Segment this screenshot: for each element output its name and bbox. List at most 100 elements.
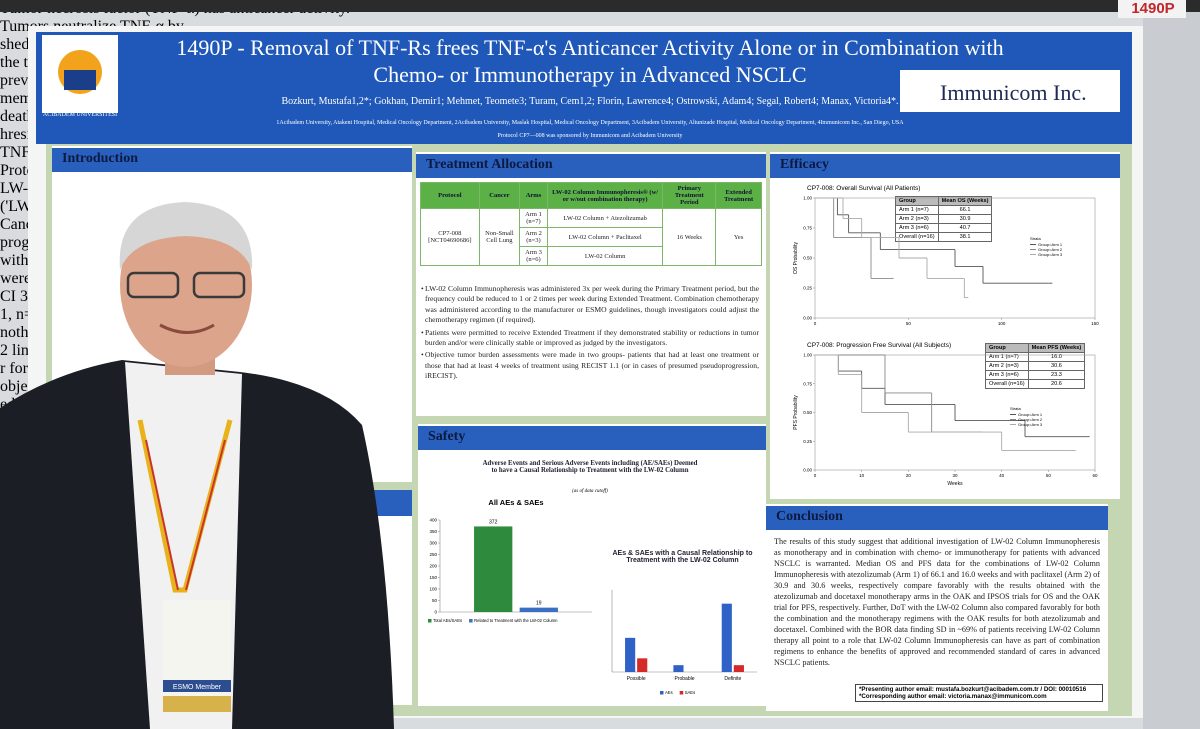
legend-swatch	[679, 691, 684, 695]
bullet-text: LW-02 Column Immunopheresis was administ…	[425, 284, 759, 325]
table-header: Protocol	[420, 182, 480, 209]
legend-label: Group=Arm 1	[1018, 412, 1043, 417]
title-line: 1490P - Removal of TNF-Rs frees TNF-α's …	[176, 35, 1004, 60]
bullet: • LW-02 Column Immunopheresis was adminis…	[421, 284, 759, 326]
y-tick-label: 300	[429, 541, 437, 546]
table-cell: 16 Weeks	[662, 208, 717, 266]
table-row: CP7-008 [NCT04690686] Non-Small Cell Lun…	[420, 208, 762, 266]
email: *Corresponding author email: victoria.ma…	[859, 693, 1047, 700]
table-cell: CP7-008 [NCT04690686]	[420, 208, 480, 266]
y-tick-label: 1.00	[803, 353, 812, 358]
legend-label: AEs	[665, 690, 673, 695]
table-cell: 38.1	[937, 232, 993, 242]
section-heading: Safety	[418, 426, 766, 450]
legend-label: Related to Treatment with the LW-02 Colu…	[474, 618, 558, 623]
bullet: • Objective tumor burden assessments were…	[421, 350, 759, 381]
table-row: Protocol Cancer Arms LW-02 Column Immuno…	[420, 182, 762, 209]
chart-title: CP7-008: Progression Free Survival (All …	[807, 342, 951, 349]
x-tick-label: 150	[1091, 321, 1099, 326]
glasses	[192, 271, 246, 299]
legend-title: Strata	[1010, 406, 1021, 411]
section-heading: Introduction	[52, 148, 412, 172]
bullet: • Patients were permitted to receive Exte…	[421, 328, 759, 349]
badge-band	[163, 696, 231, 712]
x-tick-label: 60	[1092, 473, 1098, 478]
logo-book	[64, 70, 96, 90]
table-cell: Yes	[715, 208, 762, 266]
value-label: 372	[489, 519, 498, 525]
authors: Bozkurt, Mustafa1,2*; Gokhan, Demir1; Me…	[281, 96, 899, 107]
badge-text: ESMO Member	[173, 684, 222, 691]
legend-label: Group=Arm 3	[1038, 252, 1063, 257]
table-cell: Non-Small Cell Lung	[478, 208, 521, 266]
glasses	[126, 271, 180, 299]
bar	[519, 607, 558, 612]
y-tick-label: 100	[429, 587, 437, 592]
table-cell: 20.6	[1027, 379, 1086, 389]
y-tick-label: 0.75	[803, 381, 812, 386]
poster-number-tag	[1118, 0, 1186, 18]
ceiling	[0, 0, 1200, 12]
y-tick-label: 0.75	[803, 226, 812, 231]
bar	[721, 603, 732, 672]
x-tick-label: 30	[952, 473, 958, 478]
smile	[159, 323, 215, 334]
table-cell: LW-02 Column	[546, 246, 664, 266]
legend-swatch	[660, 691, 664, 695]
y-tick-label: 200	[429, 564, 437, 569]
bar	[637, 658, 648, 672]
hair	[119, 202, 253, 270]
sponsor: Protocol CP7—008 was sponsored by Immuni…	[497, 133, 683, 139]
x-tick-label: 0	[814, 473, 817, 478]
y-tick-label: 150	[429, 575, 437, 580]
title: 1490P - Removal of TNF-Rs frees TNF-α's …	[130, 34, 1050, 88]
bullet-dot: •	[421, 350, 424, 360]
safety-note: (as of data cutoff)	[572, 489, 608, 494]
table-header: Primary Treatment Period	[662, 182, 717, 209]
chart-title: AEs & SAEs with a Causal Relationship to…	[612, 550, 753, 564]
x-tick-label: 50	[906, 321, 912, 326]
legend-label: Group=Arm 3	[1018, 422, 1043, 427]
y-tick-label: 0.50	[803, 256, 812, 261]
bullet-dot: •	[421, 327, 424, 337]
table-row: Overall (n=16) 38.1	[895, 232, 993, 242]
y-axis-label: PFS Probability	[793, 395, 799, 430]
x-tick-label: 50	[1046, 473, 1052, 478]
poster-number: 1490P	[1131, 0, 1175, 17]
table-header: Extended Treatment	[715, 182, 762, 209]
y-tick-label: 250	[429, 552, 437, 557]
bullet-dot: •	[421, 284, 424, 293]
y-tick-label: 350	[429, 529, 437, 534]
x-tick-label: 20	[906, 473, 912, 478]
section-heading: Efficacy	[770, 154, 1120, 178]
y-axis-label: OS Probability	[793, 242, 799, 274]
emails: *Presenting author email: mustafa.bozkur…	[855, 684, 1103, 702]
y-tick-label: 400	[429, 518, 437, 523]
face	[120, 203, 252, 367]
badge	[163, 600, 231, 712]
logo-left-text: ACIBADEM ÜNİVERSİTESİ	[42, 112, 118, 118]
allocation-table: Protocol Cancer Arms LW-02 Column Immuno…	[420, 182, 762, 266]
os-table: Group Mean OS (Weeks) Arm 1 (n=7) 66.1 Arm 2…	[895, 196, 993, 242]
x-tick-label: 10	[859, 473, 865, 478]
legend-label: Group=Arm 1	[1038, 242, 1063, 247]
chart-title: CP7-008: Overall Survival (All Patients)	[807, 185, 920, 192]
conclusion-text: The results of this study suggest that a…	[774, 537, 1100, 667]
table-row: Overall (n=16) 20.6	[985, 379, 1086, 389]
bullet-text: Patients were permitted to receive Exten…	[425, 327, 759, 348]
bar	[733, 665, 744, 672]
bullet-text: Objective tumor burden assessments were …	[425, 350, 759, 381]
y-tick-label: 50	[432, 598, 438, 603]
logo-right	[900, 70, 1120, 112]
bullets: • LW-02 Column Immunopheresis was adminis…	[421, 284, 759, 384]
x-tick-label: 100	[998, 321, 1006, 326]
legend-label: Total AEs/SAEs	[433, 618, 462, 623]
y-tick-label: 0.25	[803, 439, 812, 444]
table-header: Arms	[519, 182, 548, 209]
y-tick-label: 1.00	[803, 196, 812, 201]
chart-title: All AEs & SAEs	[488, 498, 543, 507]
table-header: LW-02 Column Immunopheresis® (w/ or w/ou…	[546, 182, 664, 209]
